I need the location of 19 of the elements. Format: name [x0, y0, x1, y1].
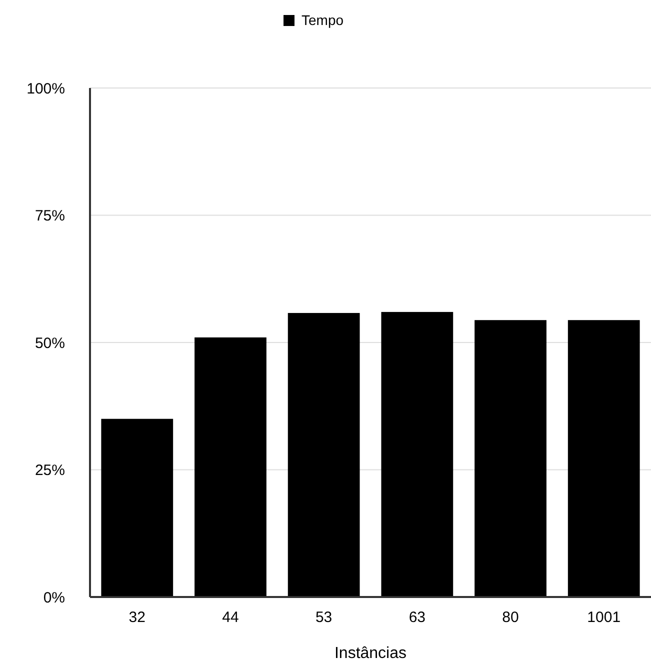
- legend-label: Tempo: [302, 12, 344, 28]
- x-tick-label: 1001: [587, 609, 621, 626]
- x-tick-label: 44: [222, 609, 239, 626]
- bar: [381, 312, 454, 597]
- x-tick-label: 53: [315, 609, 332, 626]
- x-tick-label: 80: [502, 609, 519, 626]
- bar: [288, 312, 360, 597]
- x-tick-label: 32: [128, 609, 146, 626]
- y-tick-label: 0%: [43, 589, 65, 606]
- x-axis-title: Instâncias: [334, 645, 407, 662]
- bar: [474, 320, 546, 597]
- y-tick-label: 25%: [34, 462, 65, 479]
- y-tick-label: 100%: [26, 80, 65, 98]
- bar: [568, 320, 640, 597]
- bar: [101, 418, 174, 597]
- x-tick-label: 63: [408, 609, 426, 626]
- y-tick-label: 50%: [34, 334, 65, 352]
- bar: [194, 337, 266, 597]
- y-tick-label: 75%: [34, 208, 65, 224]
